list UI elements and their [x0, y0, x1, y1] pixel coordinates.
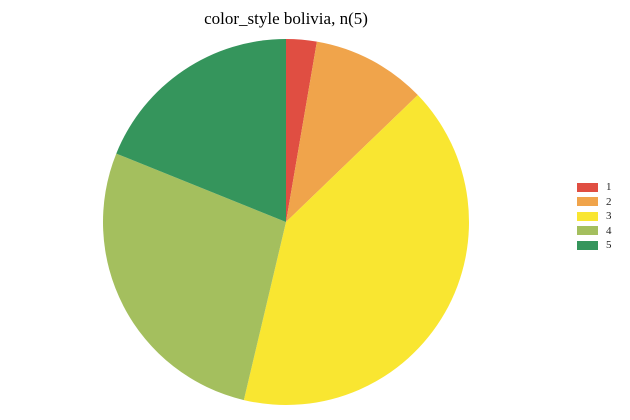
legend-swatch-1 [577, 182, 598, 192]
legend-item-4: 4 [577, 224, 612, 239]
pie-slice-2 [286, 41, 418, 222]
pie-slice-5 [116, 39, 287, 222]
legend-label-2: 2 [606, 195, 612, 208]
legend-swatch-3 [577, 211, 598, 221]
pie-slice-3 [243, 95, 469, 405]
legend-swatch-2 [577, 197, 598, 207]
legend-label-4: 4 [606, 224, 612, 237]
legend-item-5: 5 [577, 238, 612, 253]
legend-item-1: 1 [577, 180, 612, 195]
legend-item-2: 2 [577, 195, 612, 210]
legend-item-3: 3 [577, 209, 612, 224]
chart-title: color_style bolivia, n(5) [204, 9, 368, 28]
legend-swatch-4 [577, 226, 598, 236]
legend-label-5: 5 [606, 239, 612, 252]
pie-slice-4 [102, 153, 286, 401]
legend-label-3: 3 [606, 210, 612, 223]
legend-swatch-5 [577, 240, 598, 250]
pie-slice-1 [286, 39, 317, 222]
legend-label-1: 1 [606, 181, 612, 194]
